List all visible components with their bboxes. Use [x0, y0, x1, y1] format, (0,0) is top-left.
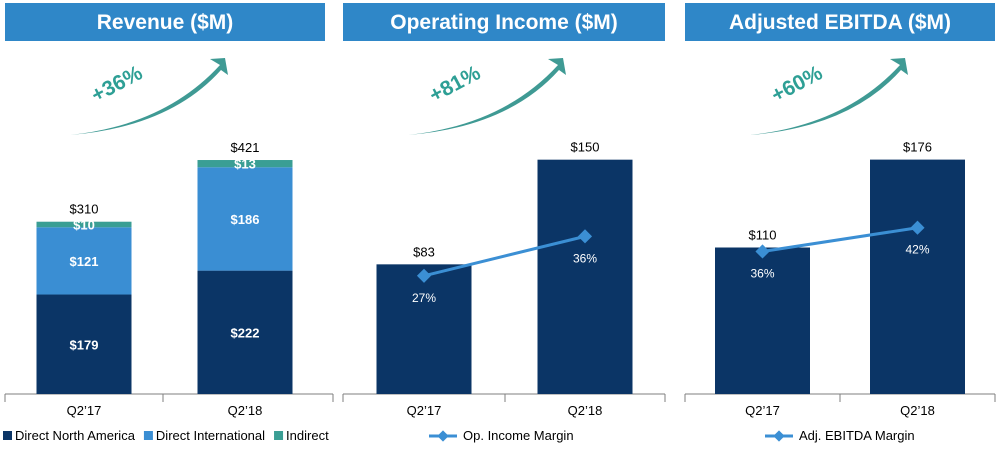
legend-diamond-swatch — [773, 430, 785, 442]
growth-label: +60% — [768, 61, 827, 107]
margin-point — [577, 229, 593, 244]
legend-label: Direct International — [156, 428, 265, 443]
margin-point — [755, 244, 770, 259]
bar-total-label: $421 — [231, 140, 260, 155]
segment-value-label: $186 — [231, 212, 260, 227]
bar-value-label: $176 — [903, 140, 932, 155]
margin-point — [910, 220, 925, 235]
margin-value-label: 42% — [905, 243, 929, 257]
bar-segment-direct-north-america — [36, 294, 132, 394]
legend-swatch — [274, 431, 284, 440]
segment-value-label: $13 — [234, 157, 256, 172]
bar — [715, 247, 810, 394]
legend-label: Indirect — [286, 428, 329, 443]
bar — [537, 159, 633, 394]
segment-value-label: $179 — [70, 337, 99, 352]
margin-line — [762, 226, 918, 253]
growth-label: +81% — [426, 61, 485, 107]
legend-label: Direct North America — [15, 428, 136, 443]
margin-value-label: 36% — [750, 266, 774, 280]
x-tick-label: Q2’18 — [568, 403, 603, 418]
growth-label: +36% — [88, 61, 147, 107]
bar — [376, 264, 472, 394]
legend-swatch — [3, 431, 12, 440]
legend-label: Op. Income Margin — [463, 428, 574, 443]
panel-header-3 — [685, 3, 995, 41]
bar-segment-indirect — [197, 160, 293, 168]
panel-header-2 — [343, 3, 665, 41]
bar-segment-indirect — [36, 221, 132, 228]
bar-segment-direct-international — [197, 167, 293, 271]
x-tick-label: Q2’18 — [228, 403, 263, 418]
segment-value-label: $222 — [231, 325, 260, 340]
x-tick-label: Q2’18 — [900, 403, 935, 418]
panel-title: Operating Income ($M) — [390, 11, 618, 34]
bar — [870, 159, 965, 394]
panel-title: Revenue ($M) — [97, 11, 234, 34]
panel-header-1 — [5, 3, 325, 41]
bar-total-label: $310 — [70, 202, 99, 217]
x-tick-label: Q2’17 — [407, 403, 442, 418]
segment-value-label: $10 — [73, 217, 95, 232]
segment-value-label: $121 — [70, 254, 99, 269]
bar-segment-direct-international — [36, 227, 132, 295]
x-tick-label: Q2’17 — [67, 403, 102, 418]
bar-value-label: $150 — [571, 140, 600, 155]
legend-label: Adj. EBITDA Margin — [799, 428, 915, 443]
legend-swatch — [143, 431, 153, 440]
x-tick-label: Q2’17 — [745, 403, 780, 418]
bar-value-label: $110 — [749, 228, 777, 243]
margin-value-label: 27% — [412, 291, 436, 305]
legend-diamond-swatch — [437, 430, 449, 442]
margin-point — [416, 268, 432, 283]
margin-line — [423, 234, 586, 278]
bar-segment-direct-north-america — [197, 270, 293, 394]
panel-title: Adjusted EBITDA ($M) — [729, 11, 951, 34]
bar-value-label: $83 — [413, 244, 435, 259]
margin-value-label: 36% — [573, 251, 597, 265]
